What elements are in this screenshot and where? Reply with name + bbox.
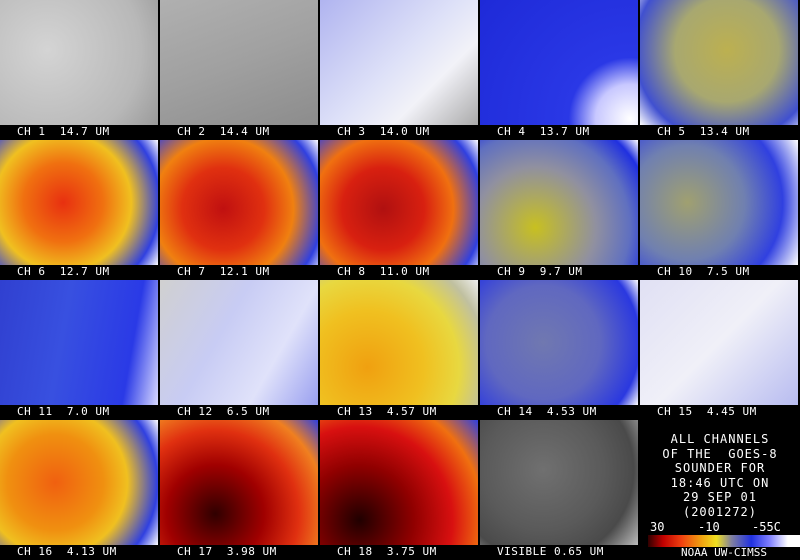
info-line: OF THE GOES-8	[662, 446, 778, 461]
satellite-image	[0, 280, 158, 405]
channel-label: CH 3 14.0 UM	[337, 125, 430, 138]
info-line: 18:46 UTC ON	[670, 475, 770, 490]
channel-label: CH 13 4.57 UM	[337, 405, 437, 418]
scale-label: 30	[650, 520, 665, 534]
info-line: 29 SEP 01	[682, 490, 758, 504]
channel-label: CH 16 4.13 UM	[17, 545, 117, 558]
satellite-image	[640, 0, 798, 125]
channel-label: CH 4 13.7 UM	[497, 125, 590, 138]
scale-label: -55C	[752, 520, 781, 534]
channel-label: CH 7 12.1 UM	[177, 265, 270, 278]
channel-panel: CH 14 4.53 UM	[480, 280, 640, 420]
channel-panel: CH 5 13.4 UM	[640, 0, 800, 140]
channel-panel: CH 10 7.5 UM	[640, 140, 800, 280]
info-line: (2001272)	[682, 504, 758, 519]
channel-label: CH 5 13.4 UM	[657, 125, 750, 138]
color-scale	[648, 535, 800, 547]
channel-label: CH 12 6.5 UM	[177, 405, 270, 418]
satellite-image	[160, 140, 318, 265]
channel-panel: CH 11 7.0 UM	[0, 280, 160, 420]
channel-panel: CH 18 3.75 UM	[320, 420, 480, 560]
satellite-image	[320, 420, 478, 545]
scale-label: -10	[698, 520, 720, 534]
channel-label: CH 10 7.5 UM	[657, 265, 750, 278]
channel-label: CH 18 3.75 UM	[337, 545, 437, 558]
satellite-image	[160, 280, 318, 405]
info-panel: NOAA UW-CIMSS ALL CHANNELS OF THE GOES-8 S…	[640, 420, 800, 560]
channel-label: CH 9 9.7 UM	[497, 265, 583, 278]
satellite-image	[0, 140, 158, 265]
channel-panel: CH 15 4.45 UM	[640, 280, 800, 420]
credit: NOAA UW-CIMSS	[680, 546, 768, 559]
channel-label: CH 11 7.0 UM	[17, 405, 110, 418]
satellite-image	[480, 140, 638, 265]
channel-panel: CH 7 12.1 UM	[160, 140, 320, 280]
channel-panel: CH 16 4.13 UM	[0, 420, 160, 560]
satellite-image	[160, 0, 318, 125]
channel-panel: CH 1 14.7 UM	[0, 0, 160, 140]
satellite-image	[160, 420, 318, 545]
channel-panel: CH 2 14.4 UM	[160, 0, 320, 140]
channel-label: CH 8 11.0 UM	[337, 265, 430, 278]
channel-panel: VISIBLE 0.65 UM	[480, 420, 640, 560]
satellite-image	[320, 280, 478, 405]
satellite-image	[320, 140, 478, 265]
channel-panel: CH 13 4.57 UM	[320, 280, 480, 420]
info-line: SOUNDER FOR	[674, 461, 766, 475]
channel-panel: CH 4 13.7 UM	[480, 0, 640, 140]
channel-label: CH 6 12.7 UM	[17, 265, 110, 278]
channel-label: CH 17 3.98 UM	[177, 545, 277, 558]
satellite-image	[640, 280, 798, 405]
channel-label: CH 1 14.7 UM	[17, 125, 110, 138]
satellite-image	[0, 0, 158, 125]
satellite-image	[480, 420, 638, 545]
channel-label: CH 14 4.53 UM	[497, 405, 597, 418]
channel-label: CH 2 14.4 UM	[177, 125, 270, 138]
satellite-image	[0, 420, 158, 545]
channel-panel: CH 12 6.5 UM	[160, 280, 320, 420]
satellite-image	[320, 0, 478, 125]
info-line: ALL CHANNELS	[670, 432, 770, 446]
satellite-image	[480, 0, 638, 125]
channel-panel: CH 17 3.98 UM	[160, 420, 320, 560]
channel-panel: CH 6 12.7 UM	[0, 140, 160, 280]
channel-panel: CH 9 9.7 UM	[480, 140, 640, 280]
satellite-image	[480, 280, 638, 405]
satellite-image	[640, 140, 798, 265]
channel-label: VISIBLE 0.65 UM	[497, 545, 604, 558]
channel-label: CH 15 4.45 UM	[657, 405, 757, 418]
channel-panel: CH 3 14.0 UM	[320, 0, 480, 140]
channel-panel: CH 8 11.0 UM	[320, 140, 480, 280]
